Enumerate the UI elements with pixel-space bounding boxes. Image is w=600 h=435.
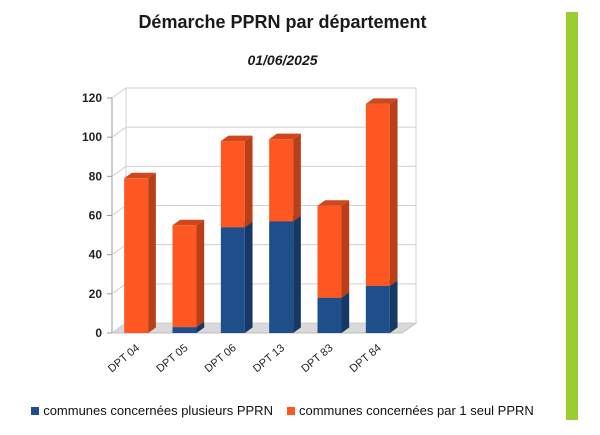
bar-dpt-06-series-0 (220, 221, 253, 333)
side-accent-bar (566, 12, 578, 420)
bar-dpt-06-series-1 (220, 135, 253, 228)
y-tick-label-5: 100 (82, 130, 102, 144)
gridline-side-3 (111, 205, 127, 216)
x-tick-label-0: DPT 04 (106, 342, 142, 375)
x-tick-label-5: DPT 84 (348, 342, 384, 375)
legend-swatch-multi (31, 406, 40, 415)
bar-dpt-83-series-0 (317, 292, 350, 333)
gridline-side-1 (111, 283, 127, 295)
legend-label-multi: communes concernées plusieurs PPRN (43, 403, 273, 418)
bar-dpt-04-series-1 (124, 172, 156, 333)
y-tick-label-2: 40 (89, 248, 103, 262)
y-tick-label-1: 20 (89, 287, 103, 301)
bar-dpt-13-series-1 (269, 133, 301, 222)
gridline-side-2 (111, 244, 127, 256)
legend-swatch-single (286, 406, 295, 415)
bar-dpt-83-series-1 (317, 200, 350, 298)
legend-label-single: communes concernées par 1 seul PPRN (298, 403, 534, 418)
bar-dpt-05-series-1 (172, 219, 205, 328)
chart-subtitle: 01/06/2025 (247, 52, 318, 68)
gridline-side-0 (111, 322, 127, 334)
legend-item-multi: communes concernées plusieurs PPRN (31, 403, 273, 418)
y-tick-label-6: 120 (82, 91, 102, 105)
legend: communes concernées plusieurs PPRN commu… (0, 403, 565, 418)
y-tick-label-4: 80 (89, 169, 103, 183)
bar-dpt-84-series-0 (365, 280, 398, 333)
gridline-side-4 (111, 165, 127, 177)
legend-item-single: communes concernées par 1 seul PPRN (286, 403, 534, 418)
bar-dpt-84-series-1 (365, 98, 398, 286)
x-tick-label-1: DPT 05 (154, 342, 190, 375)
gridline-side-5 (111, 126, 127, 138)
y-tick-label-3: 60 (89, 209, 103, 223)
y-tick-label-0: 0 (95, 326, 102, 340)
gridline-side-6 (111, 87, 127, 99)
x-tick-label-4: DPT 83 (299, 342, 335, 375)
bar-dpt-13-series-0 (269, 215, 301, 333)
x-tick-label-3: DPT 13 (251, 342, 287, 375)
chart-title: Démarche PPRN par département (138, 12, 427, 32)
x-tick-label-2: DPT 06 (203, 342, 239, 375)
